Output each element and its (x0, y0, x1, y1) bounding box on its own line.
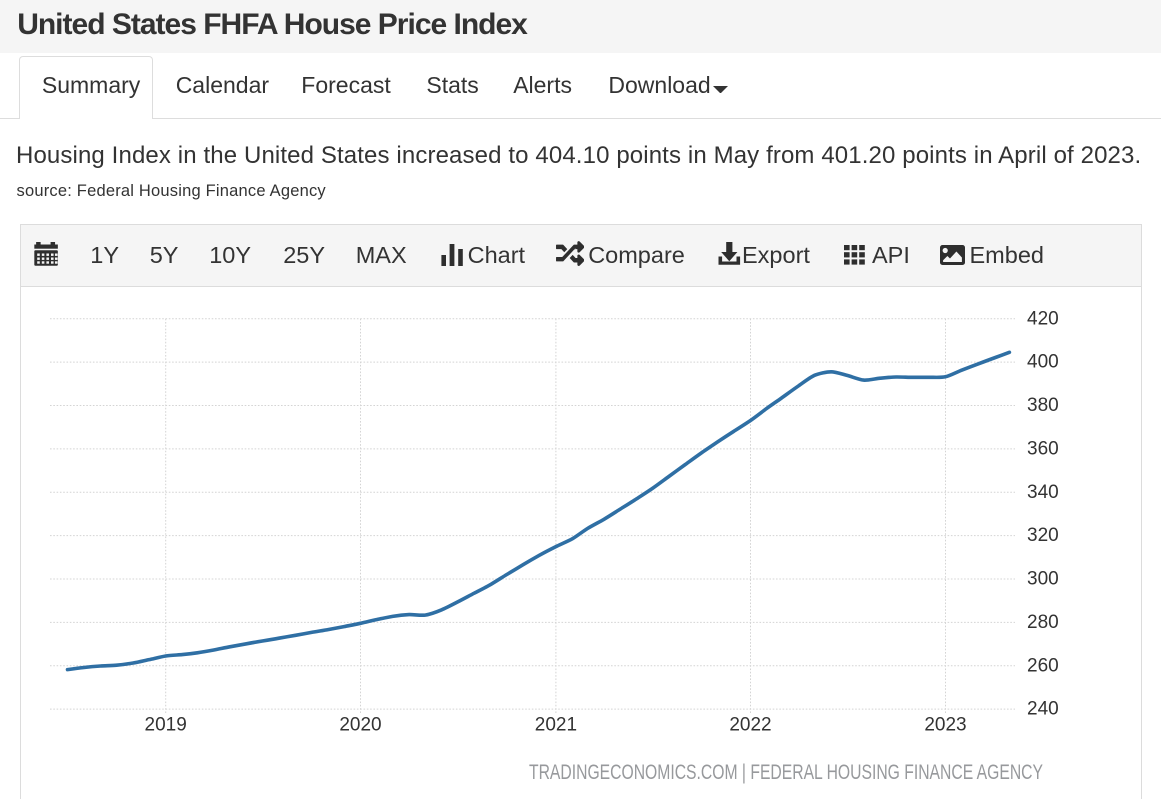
svg-text:2022: 2022 (729, 715, 771, 736)
svg-text:320: 320 (1027, 525, 1059, 546)
svg-text:240: 240 (1027, 699, 1059, 720)
svg-text:420: 420 (1027, 308, 1059, 329)
svg-text:380: 380 (1027, 395, 1059, 416)
svg-text:2021: 2021 (535, 715, 577, 736)
svg-text:360: 360 (1027, 439, 1059, 460)
svg-text:2019: 2019 (145, 715, 187, 736)
svg-text:400: 400 (1027, 352, 1059, 373)
svg-text:2023: 2023 (924, 715, 966, 736)
svg-text:260: 260 (1027, 655, 1059, 676)
svg-text:280: 280 (1027, 612, 1059, 633)
svg-text:300: 300 (1027, 569, 1059, 590)
svg-text:340: 340 (1027, 482, 1059, 503)
svg-text:TRADINGECONOMICS.COM | FEDERAL: TRADINGECONOMICS.COM | FEDERAL HOUSING F… (529, 761, 1043, 784)
svg-text:2020: 2020 (339, 715, 381, 736)
